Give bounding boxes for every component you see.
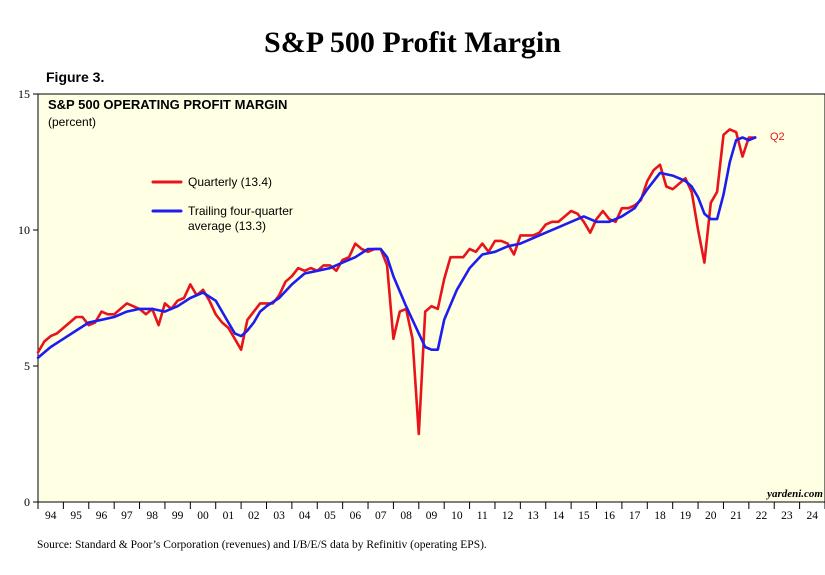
x-tick-label: 03	[273, 510, 285, 522]
x-tick-label: 02	[248, 510, 260, 522]
x-tick-label: 15	[578, 510, 590, 522]
y-tick-label: 10	[18, 223, 30, 237]
x-tick-label: 98	[146, 510, 158, 522]
x-tick-label: 08	[400, 510, 412, 522]
x-axis: 94 95 96 97 98 99 00 01 02 03 04 05 06 07 08 09 10 11 12 13…	[37, 502, 825, 522]
x-tick-label: 99	[172, 510, 184, 522]
q2-annotation: Q2	[770, 131, 785, 143]
x-tick-label: 06	[350, 510, 362, 522]
x-tick-label: 10	[451, 510, 463, 522]
x-tick-label: 22	[756, 510, 768, 522]
y-tick-label: 15	[18, 87, 30, 101]
x-tick-label: 05	[324, 510, 336, 522]
legend-trailing-label: Trailing four-quarter average (13.3)	[188, 204, 293, 233]
x-tick-label: 07	[375, 510, 387, 522]
chart-title: S&P 500 OPERATING PROFIT MARGIN	[48, 97, 287, 112]
x-tick-label: 18	[654, 510, 666, 522]
x-tick-label: 97	[121, 510, 133, 522]
x-tick-label: 20	[705, 510, 717, 522]
y-axis: 0 5 10 15	[18, 87, 38, 509]
yardeni-watermark: yardeni.com	[765, 488, 823, 500]
x-tick-label: 17	[629, 510, 641, 522]
x-tick-label: 96	[96, 510, 108, 522]
y-tick-label: 0	[24, 495, 30, 509]
x-tick-label: 11	[477, 510, 488, 522]
y-tick-label: 5	[24, 359, 30, 373]
x-tick-label: 19	[680, 510, 692, 522]
plot-area	[37, 93, 825, 503]
x-tick-label: 12	[502, 510, 514, 522]
x-tick-label: 23	[781, 510, 793, 522]
chart-subtitle: (percent)	[48, 115, 96, 129]
series-layer	[36, 128, 757, 436]
legend-quarterly-label: Quarterly (13.4)	[188, 175, 272, 189]
x-tick-label: 16	[603, 510, 615, 522]
x-tick-label: 13	[527, 510, 539, 522]
x-tick-label: 01	[223, 510, 235, 522]
chart-main-title: S&P 500 Profit Margin	[264, 26, 561, 59]
x-tick-label: 04	[299, 510, 311, 522]
legend: Quarterly (13.4) Trailing four-quarter av…	[151, 175, 293, 233]
source-note: Source: Standard & Poor’s Corporation (r…	[37, 539, 487, 551]
x-tick-label: 09	[426, 510, 438, 522]
x-tick-label: 24	[807, 510, 819, 522]
x-tick-label: 14	[553, 510, 565, 522]
figure-label: Figure 3.	[46, 69, 105, 85]
x-tick-label: 94	[45, 510, 57, 522]
x-tick-label: 21	[730, 510, 742, 522]
trailing-average-series-line	[36, 136, 757, 360]
x-tick-label: 00	[197, 510, 209, 522]
x-tick-label: 95	[70, 510, 82, 522]
